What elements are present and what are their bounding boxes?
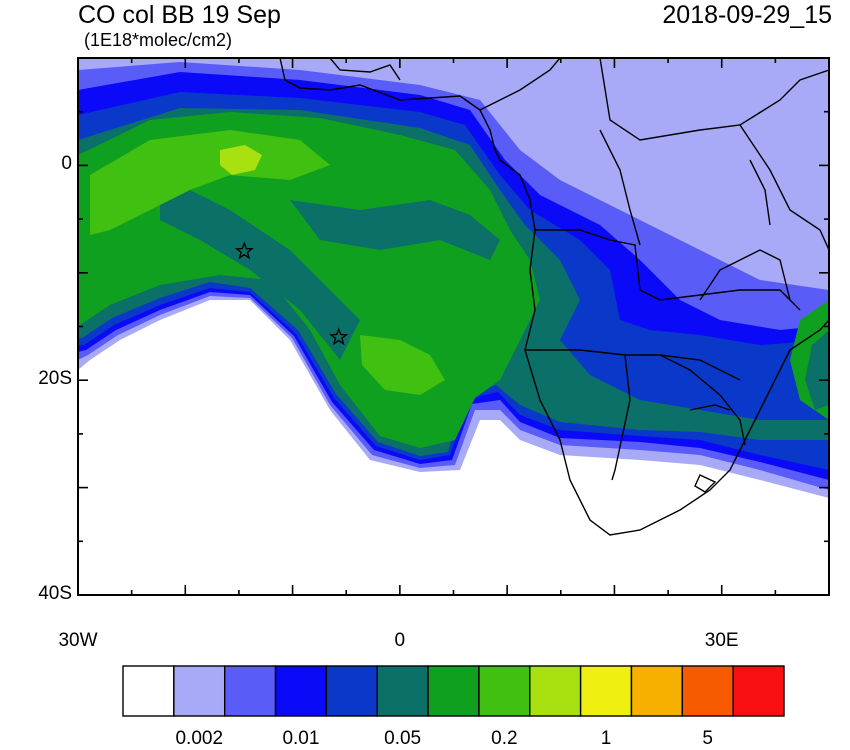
lon-label: 30E <box>704 630 739 651</box>
axis-ticks <box>77 57 830 596</box>
colorbar-swatch <box>122 665 175 717</box>
timestamp-label: 2018-09-29_15 <box>662 1 832 29</box>
colorbar-label: 0.002 <box>175 728 224 749</box>
colorbar-swatch <box>630 665 684 717</box>
colorbar-swatch <box>529 665 582 717</box>
lon-label: 0 <box>394 630 406 651</box>
colorbar-swatch <box>732 665 785 717</box>
plume-east-teal <box>805 330 829 410</box>
star-marker-icon <box>329 327 349 346</box>
lat-label: 20S <box>38 368 72 390</box>
colorbar-swatch <box>427 665 480 717</box>
colorbar-swatch <box>579 665 633 717</box>
colorbar-swatch <box>376 665 429 717</box>
colorbar-label: 0.05 <box>384 728 422 749</box>
plume-level-7b <box>360 335 445 395</box>
plume-level-7a <box>90 130 330 235</box>
colorbar-swatch <box>681 665 734 717</box>
lon-label: 30W <box>58 630 98 651</box>
units-label: (1E18*molec/cm2) <box>84 30 233 50</box>
plume-band-teal-2 <box>290 200 500 260</box>
colorbar-swatch <box>478 665 531 717</box>
colorbar-swatch <box>223 665 277 717</box>
colorbar-swatch <box>325 665 378 717</box>
star-marker-icon <box>234 241 254 260</box>
colorbar-label: 5 <box>702 728 713 749</box>
lat-label: 0 <box>61 153 72 175</box>
map-title: CO col BB 19 Sep <box>78 1 281 29</box>
colorbar <box>122 665 785 717</box>
colorbar-swatch <box>274 665 328 717</box>
plume-level-8 <box>220 145 262 175</box>
lat-label: 40S <box>38 583 72 604</box>
colorbar-label: 0.01 <box>282 728 320 749</box>
colorbar-label: 0.2 <box>491 728 518 749</box>
coastlines <box>279 58 829 536</box>
plume-field <box>78 58 829 498</box>
plume-band-teal <box>160 175 360 360</box>
colorbar-label: 1 <box>600 728 612 749</box>
marker-layer <box>234 241 349 346</box>
colorbar-swatch <box>173 665 226 717</box>
